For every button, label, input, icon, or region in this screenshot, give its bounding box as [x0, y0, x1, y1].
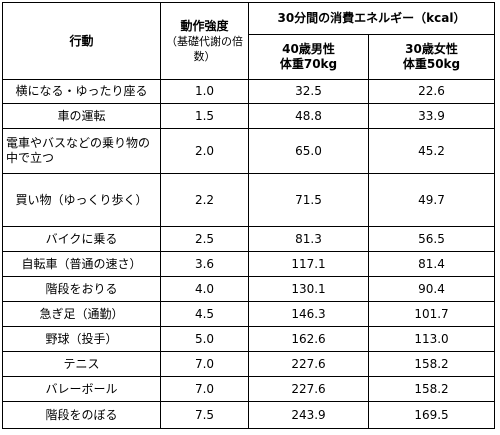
value-cell: 1.0	[160, 79, 249, 104]
header-energy: 30分間の消費エネルギー（kcal）	[248, 2, 495, 35]
value-cell: 56.5	[368, 226, 495, 252]
header-intensity-note: （基礎代謝の倍数）	[166, 34, 243, 63]
table-row: バレーボール 7.0 227.6 158.2	[2, 376, 495, 402]
value-cell: 22.6	[368, 79, 495, 104]
value-cell: 243.9	[248, 401, 369, 429]
header-female: 30歳女性 体重50kg	[368, 34, 495, 80]
action-cell: 買い物（ゆっくり歩く）	[2, 173, 161, 227]
value-cell: 7.0	[160, 351, 249, 377]
action-cell: 横になる・ゆったり座る	[2, 79, 161, 104]
action-cell: テニス	[2, 351, 161, 377]
action-cell: 階段をおりる	[2, 276, 161, 302]
header-line: 体重50kg	[402, 57, 461, 71]
value-cell: 65.0	[248, 128, 369, 174]
value-cell: 7.5	[160, 401, 249, 429]
value-cell: 4.5	[160, 301, 249, 327]
action-cell: 野球（投手）	[2, 326, 161, 352]
value-cell: 113.0	[368, 326, 495, 352]
action-cell: バイクに乗る	[2, 226, 161, 252]
header-action: 行動	[2, 2, 161, 80]
table-row: 横になる・ゆったり座る 1.0 32.5 22.6	[2, 79, 495, 104]
energy-table: 行動 動作強度 （基礎代謝の倍数） 30分間の消費エネルギー（kcal） 40歳…	[2, 2, 495, 429]
value-cell: 45.2	[368, 128, 495, 174]
value-cell: 4.0	[160, 276, 249, 302]
value-cell: 33.9	[368, 103, 495, 129]
value-cell: 3.6	[160, 251, 249, 277]
action-cell: 階段をのぼる	[2, 401, 161, 429]
table-row: 野球（投手） 5.0 162.6 113.0	[2, 326, 495, 352]
value-cell: 7.0	[160, 376, 249, 402]
value-cell: 71.5	[248, 173, 369, 227]
table-row: テニス 7.0 227.6 158.2	[2, 351, 495, 377]
value-cell: 32.5	[248, 79, 369, 104]
action-cell: 電車やバスなどの乗り物の中で立つ	[2, 128, 161, 174]
header-line: 体重70kg	[279, 57, 338, 71]
value-cell: 162.6	[248, 326, 369, 352]
table-row: 自転車（普通の速さ） 3.6 117.1 81.4	[2, 251, 495, 277]
header-line: 40歳男性	[282, 42, 335, 56]
action-cell: バレーボール	[2, 376, 161, 402]
action-cell: 急ぎ足（通勤）	[2, 301, 161, 327]
value-cell: 81.3	[248, 226, 369, 252]
value-cell: 158.2	[368, 376, 495, 402]
value-cell: 2.5	[160, 226, 249, 252]
table-row: 電車やバスなどの乗り物の中で立つ 2.0 65.0 45.2	[2, 128, 495, 174]
value-cell: 48.8	[248, 103, 369, 129]
value-cell: 49.7	[368, 173, 495, 227]
value-cell: 90.4	[368, 276, 495, 302]
header-line: 30歳女性	[405, 42, 458, 56]
value-cell: 227.6	[248, 376, 369, 402]
header-intensity: 動作強度 （基礎代謝の倍数）	[160, 2, 249, 80]
value-cell: 169.5	[368, 401, 495, 429]
header-intensity-title: 動作強度	[180, 18, 229, 33]
value-cell: 2.0	[160, 128, 249, 174]
value-cell: 1.5	[160, 103, 249, 129]
value-cell: 2.2	[160, 173, 249, 227]
value-cell: 158.2	[368, 351, 495, 377]
table-row: 急ぎ足（通勤） 4.5 146.3 101.7	[2, 301, 495, 327]
table-body: 横になる・ゆったり座る 1.0 32.5 22.6 車の運転 1.5 48.8 33.9 電車や…	[2, 79, 495, 429]
table-row: 階段をおりる 4.0 130.1 90.4	[2, 276, 495, 302]
value-cell: 81.4	[368, 251, 495, 277]
value-cell: 227.6	[248, 351, 369, 377]
value-cell: 117.1	[248, 251, 369, 277]
action-cell: 車の運転	[2, 103, 161, 129]
action-cell: 自転車（普通の速さ）	[2, 251, 161, 277]
value-cell: 5.0	[160, 326, 249, 352]
value-cell: 101.7	[368, 301, 495, 327]
table-row: 車の運転 1.5 48.8 33.9	[2, 103, 495, 129]
table-row: バイクに乗る 2.5 81.3 56.5	[2, 226, 495, 252]
table-row: 買い物（ゆっくり歩く） 2.2 71.5 49.7	[2, 173, 495, 227]
value-cell: 146.3	[248, 301, 369, 327]
header-male: 40歳男性 体重70kg	[248, 34, 369, 80]
value-cell: 130.1	[248, 276, 369, 302]
table-row: 階段をのぼる 7.5 243.9 169.5	[2, 401, 495, 429]
